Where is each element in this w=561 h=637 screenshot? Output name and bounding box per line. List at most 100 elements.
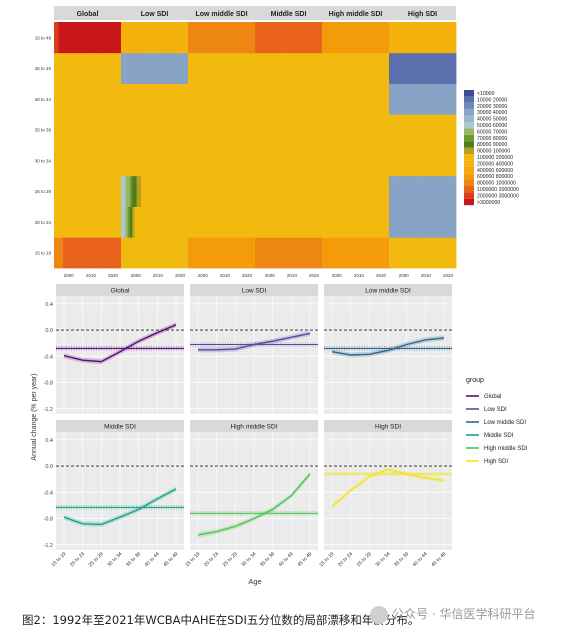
heatmap-cell xyxy=(199,237,202,269)
heatmap-cell xyxy=(310,114,314,146)
heatmap-cell xyxy=(279,114,283,146)
heatmap-cell xyxy=(304,206,307,238)
heatmap-cell xyxy=(89,22,93,54)
heatmap-cell xyxy=(393,206,397,238)
heatmap-cell xyxy=(255,114,258,146)
heatmap-cell xyxy=(221,237,225,269)
heatmap-cell xyxy=(94,114,97,146)
heatmap-cell xyxy=(415,145,419,177)
heatmap-cell xyxy=(80,237,84,269)
heatmap-cell xyxy=(395,83,399,115)
legend-label: 2000000 3000000 xyxy=(477,193,519,199)
heatmap-cell xyxy=(391,206,394,238)
heatmap-row-label: 40 to 44 xyxy=(35,97,52,102)
heatmap-cell xyxy=(362,114,365,146)
heatmap-cell xyxy=(188,145,191,177)
heatmap-cell xyxy=(337,206,341,238)
heatmap-cell xyxy=(214,145,218,177)
heatmap-cell xyxy=(246,145,249,177)
heatmap-cell xyxy=(158,114,162,146)
heatmap-cell xyxy=(123,145,126,177)
heatmap-cell xyxy=(54,52,57,84)
heatmap-row-label: 15 to 49 xyxy=(35,35,52,40)
heatmap-cell xyxy=(404,22,408,54)
heatmap-cell xyxy=(426,237,430,269)
heatmap-row-label: 20 to 24 xyxy=(35,220,52,225)
heatmap-cell xyxy=(199,206,202,238)
heatmap-cell xyxy=(228,206,231,238)
y-tick-label: -1.2 xyxy=(44,407,53,413)
heatmap-cell xyxy=(359,52,363,84)
heatmap-cell xyxy=(308,175,312,207)
heatmap-cell xyxy=(96,145,100,177)
heatmap-cell xyxy=(210,83,213,115)
line-legend-title: group xyxy=(466,377,484,384)
heatmap-cell xyxy=(67,52,71,84)
heatmap-cell xyxy=(203,52,207,84)
y-tick-label: -0.4 xyxy=(44,490,53,496)
heatmap-cell xyxy=(60,145,64,177)
heatmap-cell xyxy=(357,114,361,146)
heatmap-cell xyxy=(237,52,240,84)
heatmap-cell xyxy=(243,145,247,177)
heatmap-cell xyxy=(138,175,142,207)
heatmap-cell xyxy=(377,52,381,84)
heatmap-cell xyxy=(299,114,303,146)
heatmap-cell xyxy=(96,52,100,84)
heatmap-cell xyxy=(167,145,171,177)
heatmap-cell xyxy=(192,22,196,54)
heatmap-cell xyxy=(453,237,457,269)
heatmap-cell xyxy=(98,114,102,146)
legend-swatch xyxy=(464,128,474,135)
heatmap-cell xyxy=(418,114,421,146)
heatmap-panel-strip xyxy=(389,6,456,20)
heatmap-cell xyxy=(304,175,307,207)
heatmap-cell xyxy=(279,22,283,54)
heatmap-cell xyxy=(335,83,339,115)
heatmap-cell xyxy=(98,237,102,269)
heatmap-panel-title: Global xyxy=(77,11,99,18)
heatmap-cell xyxy=(241,175,245,207)
heatmap-cell xyxy=(386,237,390,269)
heatmap-cell xyxy=(100,83,104,115)
heatmap-cell xyxy=(447,145,450,177)
heatmap-cell xyxy=(112,237,115,269)
heatmap-cell xyxy=(386,175,390,207)
heatmap-cell xyxy=(185,22,189,54)
heatmap-cell xyxy=(313,114,316,146)
heatmap-cell xyxy=(210,114,213,146)
heatmap-cell xyxy=(172,114,175,146)
heatmap-cell xyxy=(301,145,305,177)
heatmap-cell xyxy=(308,206,312,238)
heatmap-cell xyxy=(342,114,345,146)
heatmap-cell xyxy=(165,114,169,146)
heatmap-cell xyxy=(196,206,200,238)
heatmap-cell xyxy=(230,145,234,177)
heatmap-cell xyxy=(402,175,406,207)
heatmap-cell xyxy=(440,114,443,146)
heatmap-cell xyxy=(89,145,93,177)
heatmap-cell xyxy=(136,206,140,238)
legend-label: 50000 60000 xyxy=(477,123,507,129)
heatmap-cell xyxy=(112,52,115,84)
heatmap-cell xyxy=(116,52,120,84)
y-tick-label: 0.4 xyxy=(45,438,53,444)
heatmap-cell xyxy=(212,22,216,54)
heatmap-cell xyxy=(411,114,414,146)
heatmap-cell xyxy=(98,175,102,207)
heatmap-cell xyxy=(344,22,347,54)
heatmap-cell xyxy=(205,206,209,238)
heatmap-cell xyxy=(406,114,410,146)
heatmap-cell xyxy=(284,52,287,84)
heatmap-cell xyxy=(335,52,339,84)
heatmap-x-tick-label: 2020 xyxy=(108,273,119,278)
heatmap-cell xyxy=(328,83,332,115)
heatmap-cell xyxy=(217,83,220,115)
heatmap-cell xyxy=(384,114,388,146)
heatmap-cell xyxy=(346,175,350,207)
heatmap-cell xyxy=(145,83,149,115)
heatmap-cell xyxy=(56,22,59,54)
heatmap-cell xyxy=(194,52,198,84)
heatmap-cell xyxy=(342,206,345,238)
heatmap-cell xyxy=(147,237,151,269)
